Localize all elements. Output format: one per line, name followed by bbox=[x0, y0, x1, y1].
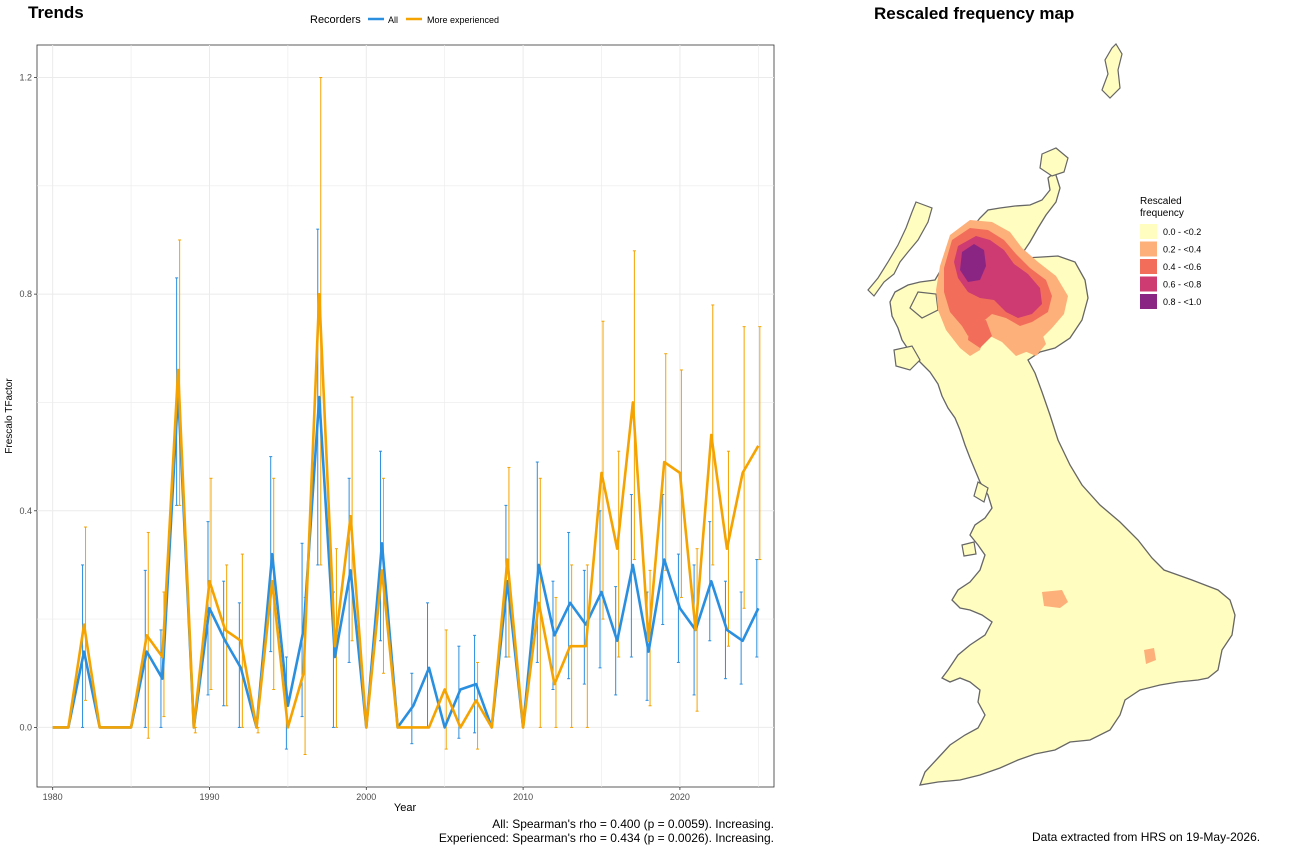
map-legend-label: 0.0 - <0.2 bbox=[1163, 227, 1201, 237]
shetland bbox=[1101, 43, 1123, 99]
zone-0.2-0.4-south bbox=[1020, 328, 1046, 356]
zone-0.2-0.4-east bbox=[1144, 648, 1156, 664]
legend-label-all: All bbox=[388, 15, 398, 25]
zone-0.2-0.4-midlands bbox=[1042, 590, 1068, 608]
map-legend-label: 0.8 - <1.0 bbox=[1163, 297, 1201, 307]
map-legend-swatch bbox=[1140, 294, 1157, 309]
y-tick-label: 0.4 bbox=[19, 506, 32, 516]
map-title: Rescaled frequency map bbox=[874, 4, 1075, 23]
map-legend-label: 0.2 - <0.4 bbox=[1163, 245, 1201, 255]
anglesey bbox=[961, 541, 977, 557]
stat-all: All: Spearman's rho = 0.400 (p = 0.0059)… bbox=[492, 817, 774, 831]
x-tick-label: 1990 bbox=[199, 792, 219, 802]
skye bbox=[909, 291, 939, 319]
error-bars bbox=[81, 76, 762, 756]
map-legend-title-2: frequency bbox=[1140, 208, 1184, 219]
map-legend-label: 0.6 - <0.8 bbox=[1163, 280, 1201, 290]
y-tick-label: 0.0 bbox=[19, 722, 32, 732]
orkney bbox=[1039, 147, 1069, 177]
x-tick-label: 1980 bbox=[43, 792, 63, 802]
series-line-more-experienced bbox=[52, 292, 760, 729]
zone-0.4-0.6-south bbox=[968, 320, 992, 348]
outer-hebrides bbox=[867, 201, 933, 297]
stat-experienced: Experienced: Spearman's rho = 0.434 (p =… bbox=[438, 831, 774, 845]
legend-label-experienced: More experienced bbox=[427, 15, 499, 25]
map-legend-title-1: Rescaled bbox=[1140, 196, 1182, 207]
x-tick-label: 2020 bbox=[670, 792, 690, 802]
legend-title: Recorders bbox=[310, 14, 361, 26]
trends-title: Trends bbox=[28, 3, 84, 22]
series-line-all bbox=[52, 390, 760, 729]
data-credit: Data extracted from HRS on 19-May-2026. bbox=[1032, 830, 1261, 844]
plot-panel bbox=[36, 44, 775, 788]
zone-0.8-1.0 bbox=[960, 244, 986, 282]
map-legend-label: 0.4 - <0.6 bbox=[1163, 262, 1201, 272]
map-legend-swatch bbox=[1140, 276, 1157, 292]
trends-chart: Recorders All More experienced 0.0 0.4 0.8… bbox=[4, 14, 775, 814]
isle-of-man bbox=[973, 481, 989, 503]
grid-lines bbox=[37, 45, 774, 787]
map-legend-items: 0.0 - <0.2 0.2 - <0.4 0.4 - <0.6 0.6 - <0.8… bbox=[1140, 224, 1201, 309]
axis-ticks: 0.0 0.4 0.8 1.2 1980 1990 2000 2010 2020 bbox=[19, 72, 689, 802]
x-tick-label: 2010 bbox=[513, 792, 533, 802]
x-tick-label: 2000 bbox=[356, 792, 376, 802]
map-legend: Rescaled frequency 0.0 - <0.20.2 - <0.40… bbox=[1140, 196, 1201, 309]
series-lines bbox=[52, 292, 760, 729]
y-axis-label: Frescalo TFactor bbox=[4, 378, 15, 454]
map-legend-swatch bbox=[1140, 224, 1157, 239]
map-legend-swatch bbox=[1140, 259, 1157, 274]
y-tick-label: 0.8 bbox=[19, 289, 32, 299]
map-legend-swatch bbox=[1140, 241, 1157, 257]
trends-legend: Recorders All More experienced bbox=[310, 14, 499, 26]
y-tick-label: 1.2 bbox=[19, 72, 32, 82]
x-axis-label: Year bbox=[394, 802, 417, 814]
islay-mull bbox=[893, 345, 921, 371]
frequency-map: Rescaled frequency 0.0 - <0.20.2 - <0.40… bbox=[867, 43, 1236, 786]
